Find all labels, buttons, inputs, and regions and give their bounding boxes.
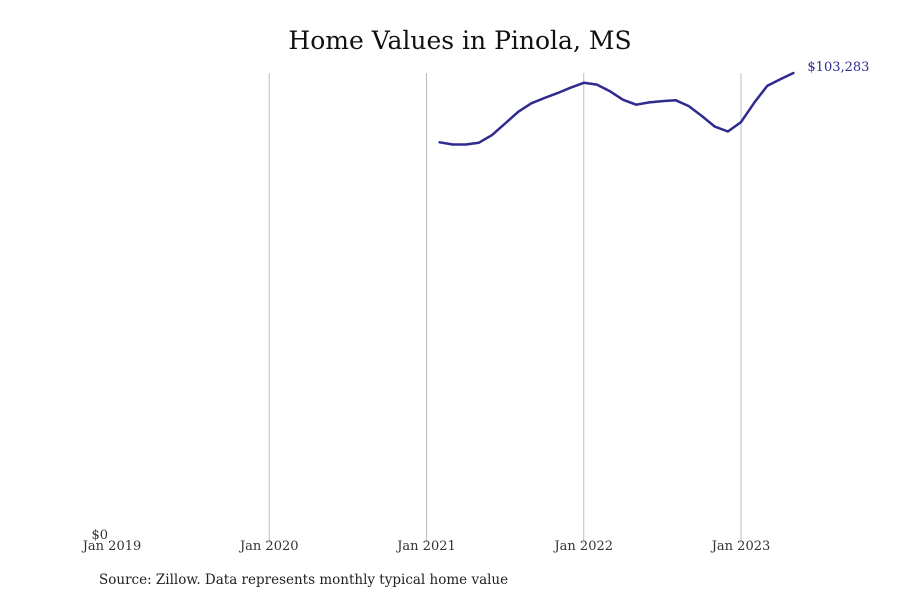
end-value-label: $103,283: [807, 60, 869, 75]
series-layer: $103,283: [438, 60, 869, 146]
x-tick-label: Jan 2019: [81, 539, 142, 554]
axis-labels: Jan 2019 Jan 2020 Jan 2021 Jan 2022 Jan 2023…: [81, 528, 771, 554]
x-tick-label: Jan 2023: [710, 539, 771, 554]
chart-title: Home Values in Pinola, MS: [288, 26, 632, 55]
source-note: Source: Zillow. Data represents monthly …: [99, 572, 509, 588]
x-tick-label: Jan 2021: [395, 539, 456, 554]
series-line: [438, 71, 795, 146]
x-tick-label: Jan 2020: [238, 539, 299, 554]
y-tick-label: $0: [91, 528, 108, 543]
gridlines: [268, 73, 742, 543]
x-tick-label: Jan 2022: [552, 539, 613, 554]
